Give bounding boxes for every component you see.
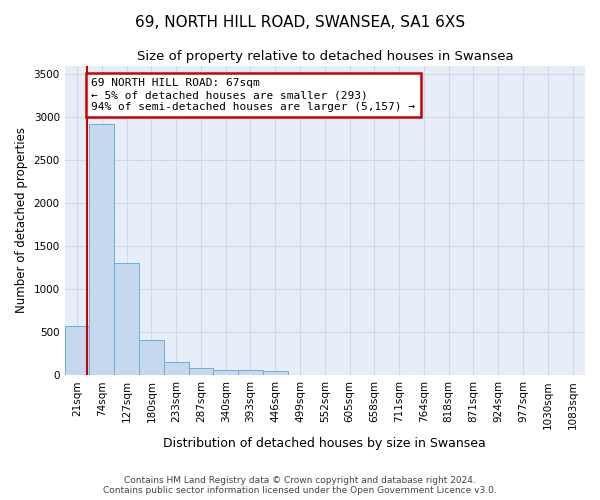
Bar [188, 368, 214, 375]
Text: 69 NORTH HILL ROAD: 67sqm
← 5% of detached houses are smaller (293)
94% of semi-: 69 NORTH HILL ROAD: 67sqm ← 5% of detach… [91, 78, 415, 112]
Bar [89, 124, 114, 375]
Bar [214, 370, 238, 375]
Text: 69, NORTH HILL ROAD, SWANSEA, SA1 6XS: 69, NORTH HILL ROAD, SWANSEA, SA1 6XS [135, 15, 465, 30]
Bar [114, 262, 139, 375]
Bar [263, 372, 287, 375]
Bar [65, 326, 89, 375]
Y-axis label: Number of detached properties: Number of detached properties [15, 128, 28, 314]
Bar [164, 362, 188, 375]
Text: Contains HM Land Registry data © Crown copyright and database right 2024.
Contai: Contains HM Land Registry data © Crown c… [103, 476, 497, 495]
Title: Size of property relative to detached houses in Swansea: Size of property relative to detached ho… [137, 50, 513, 63]
X-axis label: Distribution of detached houses by size in Swansea: Distribution of detached houses by size … [163, 437, 486, 450]
Bar [238, 370, 263, 375]
Bar [139, 340, 164, 375]
